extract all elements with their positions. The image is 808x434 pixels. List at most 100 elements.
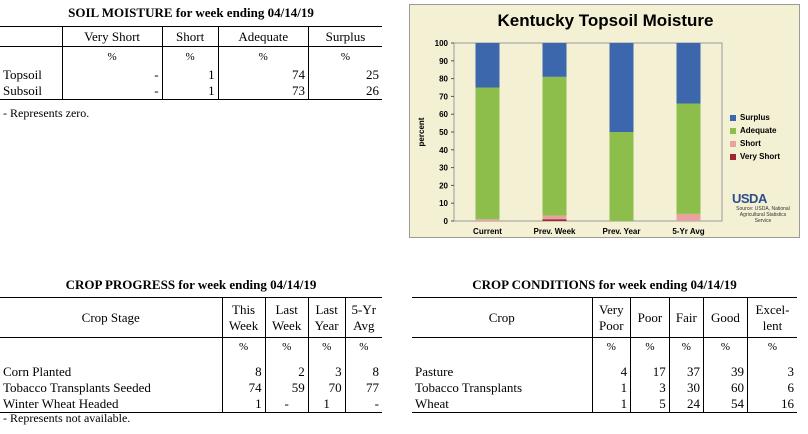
y-tick-label: 90 bbox=[439, 57, 448, 66]
cell: 1 bbox=[221, 395, 266, 413]
cell: 59 bbox=[264, 379, 309, 396]
bar-segment-adequate bbox=[542, 76, 567, 216]
table-row: Tobacco Transplants Seeded 74 59 70 77 bbox=[0, 379, 382, 396]
row-label: Pasture bbox=[415, 363, 454, 379]
unit-label: % bbox=[307, 337, 346, 356]
cell: 37 bbox=[668, 363, 704, 380]
table-row: Winter Wheat Headed 1 - 1 - bbox=[0, 395, 382, 413]
row-label: Tobacco Transplants Seeded bbox=[3, 379, 151, 395]
bar-segment-short bbox=[676, 213, 701, 221]
cell: 17 bbox=[630, 363, 670, 380]
crop-progress-title: CROP PROGRESS for week ending 04/14/19 bbox=[65, 277, 317, 292]
col-header: Short bbox=[161, 26, 219, 47]
y-tick-label: 20 bbox=[439, 181, 448, 190]
unit-label: % bbox=[746, 337, 797, 356]
y-tick-label: 40 bbox=[439, 146, 448, 155]
unit-label: % bbox=[221, 337, 266, 356]
unit-label: % bbox=[307, 46, 382, 67]
cell: 1 bbox=[591, 395, 631, 413]
cell: 74 bbox=[221, 379, 266, 396]
unit-label: % bbox=[591, 337, 631, 356]
y-axis-label: percent bbox=[417, 117, 426, 146]
cell: 8 bbox=[344, 363, 382, 380]
legend-item-adequate: Adequate bbox=[730, 124, 780, 137]
row-label: Topsoil bbox=[3, 66, 42, 82]
bar-segment-very-short bbox=[542, 219, 567, 221]
table-row: Pasture 4 17 37 39 3 bbox=[412, 363, 797, 380]
legend-swatch bbox=[730, 140, 736, 147]
cell: - bbox=[344, 395, 382, 413]
bar-segment-adequate bbox=[475, 87, 500, 220]
legend-item-surplus: Surplus bbox=[730, 111, 780, 124]
cell: 3 bbox=[630, 379, 670, 396]
usda-wordmark: USDA bbox=[732, 191, 767, 206]
unit-label: % bbox=[217, 46, 309, 67]
cell: 70 bbox=[307, 379, 346, 396]
col-header: Last Week bbox=[264, 297, 309, 338]
cell: 4 bbox=[591, 363, 631, 380]
bar-segment-adequate bbox=[609, 132, 634, 221]
y-tick-label: 100 bbox=[435, 39, 449, 48]
legend-item-short: Short bbox=[730, 137, 780, 150]
col-header: Crop Stage bbox=[0, 297, 222, 338]
table-row: Tobacco Transplants 1 3 30 60 6 bbox=[412, 379, 797, 396]
x-tick-label: Prev. Week bbox=[534, 227, 577, 236]
row-label: Tobacco Transplants bbox=[415, 379, 523, 395]
progress-footnote: - Represents not available. bbox=[3, 411, 131, 425]
legend-swatch bbox=[730, 114, 736, 121]
cell: 60 bbox=[703, 379, 748, 396]
y-tick-label: 0 bbox=[444, 217, 449, 226]
y-tick-label: 80 bbox=[439, 75, 448, 84]
cell: 8 bbox=[221, 363, 266, 380]
cell: 1 bbox=[161, 66, 219, 83]
bar-segment-surplus bbox=[676, 43, 701, 104]
soil-moisture-table: Very Short Short Adequate Surplus % % % … bbox=[0, 26, 382, 100]
unit-label: % bbox=[161, 46, 219, 67]
x-tick-label: 5-Yr Avg bbox=[672, 227, 704, 236]
y-tick-label: 10 bbox=[439, 199, 448, 208]
chart-source: Source: USDA, National Agricultural Stat… bbox=[736, 206, 790, 224]
cell: 54 bbox=[703, 395, 748, 413]
cell: 5 bbox=[630, 395, 670, 413]
table-row: Topsoil - 1 74 25 bbox=[0, 66, 382, 83]
cell: 26 bbox=[307, 82, 382, 100]
soil-footnote: - Represents zero. bbox=[3, 106, 90, 120]
col-header: Very Short bbox=[61, 26, 163, 47]
bar-segment-surplus bbox=[609, 43, 634, 132]
unit-label: % bbox=[61, 46, 163, 67]
y-tick-label: 50 bbox=[439, 128, 448, 137]
unit-label: % bbox=[264, 337, 309, 356]
cell: 39 bbox=[703, 363, 748, 380]
cell: 1 bbox=[307, 395, 346, 413]
cell: 25 bbox=[307, 66, 382, 83]
cell: 74 bbox=[217, 66, 309, 83]
table-row: Wheat 1 5 24 54 16 bbox=[412, 395, 797, 413]
cell: 1 bbox=[161, 82, 219, 100]
col-header: Adequate bbox=[217, 26, 309, 47]
cell: 2 bbox=[264, 363, 309, 380]
unit-label: % bbox=[668, 337, 704, 356]
row-label: Subsoil bbox=[0, 82, 62, 100]
bar-segment-adequate bbox=[676, 103, 701, 214]
bar-segment-surplus bbox=[475, 43, 500, 88]
cell: 30 bbox=[668, 379, 704, 396]
crop-conditions-table: Crop Very Poor Poor Fair Good Excel-lent … bbox=[412, 297, 797, 413]
cell: 6 bbox=[746, 379, 797, 396]
bar-segment-short bbox=[475, 219, 500, 221]
cell: - bbox=[61, 66, 163, 83]
cell: 16 bbox=[746, 395, 797, 413]
legend-swatch bbox=[730, 153, 736, 160]
topsoil-moisture-chart: Kentucky Topsoil Moisture 0 10 20 30 40 50 60 7… bbox=[409, 4, 800, 238]
soil-moisture-title: SOIL MOISTURE for week ending 04/14/19 bbox=[68, 5, 314, 20]
row-label: Wheat bbox=[412, 395, 592, 413]
table-row: Subsoil - 1 73 26 bbox=[0, 82, 382, 100]
col-header: Very Poor bbox=[591, 297, 631, 338]
y-tick-label: 70 bbox=[439, 92, 448, 101]
chart-title: Kentucky Topsoil Moisture bbox=[497, 11, 714, 30]
col-header: Excel-lent bbox=[746, 297, 797, 338]
cell: 73 bbox=[217, 82, 309, 100]
col-header: 5-Yr Avg bbox=[344, 297, 382, 338]
col-header: Poor bbox=[630, 297, 670, 338]
cell: 3 bbox=[307, 363, 346, 380]
unit-label: % bbox=[344, 337, 382, 356]
